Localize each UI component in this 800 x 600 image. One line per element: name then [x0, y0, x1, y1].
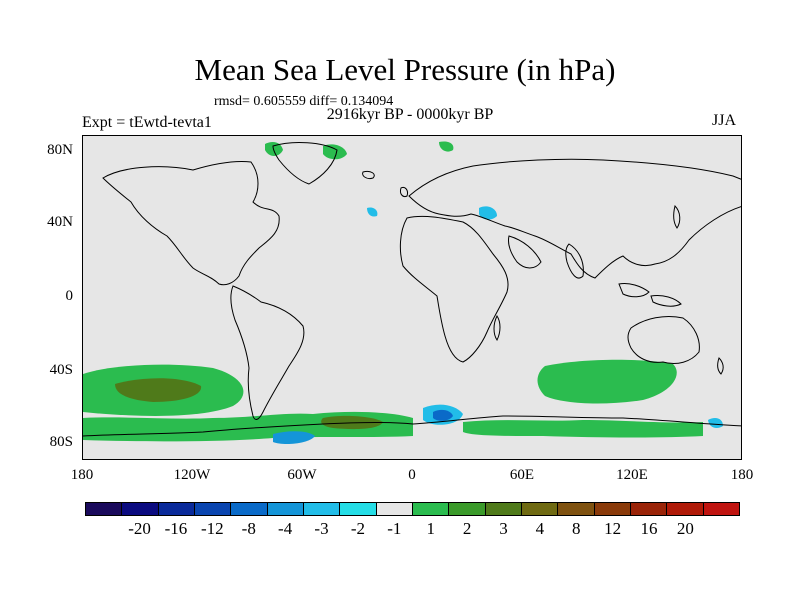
lon-tick-180w: 180 — [70, 467, 94, 483]
lat-tick-80n: 80N — [47, 142, 73, 158]
lon-tick-120w: 120W — [173, 467, 211, 483]
colorbar-label: -2 — [350, 519, 365, 538]
coastline-south-america — [230, 285, 305, 420]
coastline-india — [565, 243, 584, 279]
lat-tick-40s: 40S — [49, 362, 73, 378]
anomaly-region-blue-3 — [433, 409, 453, 421]
anomaly-region-ross-blue — [708, 418, 723, 428]
stats-text: rmsd= 0.605559 diff= 0.134094 — [214, 94, 394, 109]
coastline-iceland — [362, 171, 375, 179]
lat-tick-80s: 80S — [49, 434, 73, 450]
anomaly-region-south-pacific-core — [115, 378, 202, 402]
colorbar-box — [667, 503, 704, 515]
colorbar-label: -3 — [314, 519, 329, 538]
lon-tick-0: 0 — [408, 467, 416, 483]
coastline-greenland — [272, 142, 338, 185]
anomaly-fills — [83, 141, 723, 444]
colorbar-box — [158, 503, 195, 515]
colorbar-box — [376, 503, 413, 515]
lon-tick-120e: 120E — [616, 467, 648, 483]
coastline-antarctica — [83, 415, 741, 437]
colorbar-box — [122, 503, 159, 515]
coastline-se-asia — [618, 283, 682, 307]
coastline-arabia — [508, 235, 542, 269]
lat-tick-eq: 0 — [65, 288, 74, 304]
colorbar-label: 8 — [572, 519, 581, 538]
colorbar-label: 3 — [499, 519, 508, 538]
anomaly-region-black-sea — [479, 206, 497, 220]
anomaly-region-svalbard — [323, 144, 347, 160]
colorbar-label: 1 — [426, 519, 435, 538]
colorbar-box — [340, 503, 377, 515]
coastline-africa — [399, 215, 509, 363]
lat-tick-40n: 40N — [47, 214, 73, 230]
anomaly-region-atlantic-cyan — [367, 207, 378, 217]
coastline-japan — [673, 205, 681, 229]
anomaly-region-siberia — [439, 141, 454, 152]
season-label: JJA — [712, 112, 737, 129]
map-title: Mean Sea Level Pressure (in hPa) — [194, 52, 616, 87]
period-text: 2916kyr BP - 0000kyr BP — [326, 106, 494, 123]
anomaly-region-south-indian — [537, 359, 677, 404]
colorbar-box — [594, 503, 631, 515]
colorbar — [85, 502, 740, 516]
coastline-new-zealand — [717, 357, 724, 375]
coastline-australia — [627, 315, 700, 365]
coastlines — [83, 142, 741, 437]
colorbar-box — [303, 503, 341, 515]
colorbar-box — [485, 503, 522, 515]
coastline-uk — [400, 187, 408, 197]
map-panel — [82, 135, 742, 460]
anomaly-region-greenland — [265, 142, 283, 156]
anomaly-region-blue-1 — [273, 431, 315, 444]
coastline-madagascar — [493, 315, 501, 341]
colorbar-label: -12 — [201, 519, 224, 538]
colorbar-box — [412, 503, 450, 515]
colorbar-box — [521, 503, 559, 515]
colorbar-label: -8 — [241, 519, 256, 538]
colorbar-box — [558, 503, 595, 515]
colorbar-label: 20 — [676, 519, 694, 538]
coastline-eurasia — [408, 158, 741, 279]
colorbar-label: 2 — [462, 519, 472, 538]
experiment-label: Expt = tEwtd-tevta1 — [82, 114, 212, 131]
colorbar-box — [86, 503, 123, 515]
colorbar-label: 4 — [535, 519, 545, 538]
map-canvas — [83, 141, 741, 444]
colorbar-label: -20 — [128, 519, 151, 538]
colorbar-box — [267, 503, 304, 515]
colorbar-box — [231, 503, 268, 515]
colorbar-box — [194, 503, 232, 515]
colorbar-label: 12 — [604, 519, 622, 538]
lon-tick-60e: 60E — [509, 467, 535, 483]
colorbar-box — [449, 503, 486, 515]
colorbar-label: -4 — [278, 519, 293, 538]
lon-tick-60w: 60W — [287, 467, 317, 483]
colorbar-label: 16 — [640, 519, 658, 538]
lon-tick-180e: 180 — [730, 467, 754, 483]
colorbar-box — [703, 503, 739, 515]
colorbar-box — [630, 503, 668, 515]
colorbar-label: -1 — [387, 519, 402, 538]
coastline-north-america — [102, 161, 280, 286]
anomaly-region-east-antarctic — [463, 420, 703, 438]
colorbar-label: -16 — [164, 519, 188, 538]
